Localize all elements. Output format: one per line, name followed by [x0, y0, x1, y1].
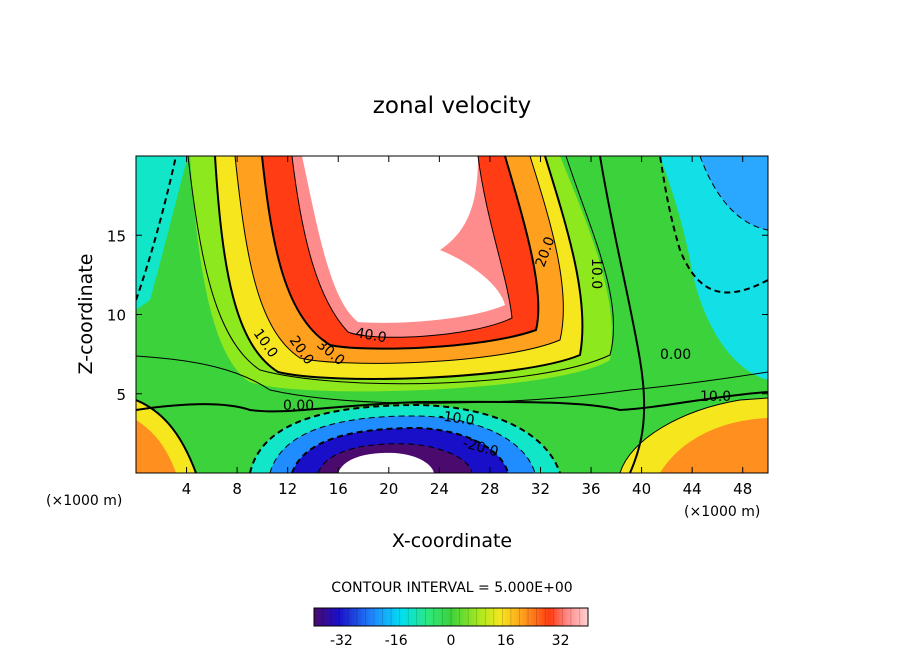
- colorbar-tick-label: 0: [447, 633, 456, 649]
- contour-line: [291, 156, 513, 338]
- x-tick-label: 24: [430, 480, 449, 498]
- colorbar-tick-label: -32: [330, 633, 353, 649]
- contour-line: [269, 415, 536, 473]
- contour-interval-label: CONTOUR INTERVAL = 5.000E+00: [331, 580, 572, 596]
- contour-line: [234, 156, 564, 364]
- colorbar-tick-label: -16: [385, 633, 408, 649]
- x-tick-label: 28: [480, 480, 499, 498]
- contour-line: [619, 397, 768, 473]
- contour-line: [136, 391, 768, 413]
- contour-field: 40.0 30.0 20.0 10.0 20.0 10.0 0.00 0.00 …: [136, 156, 768, 473]
- blue-region-northeast: [700, 156, 768, 230]
- x-tick-label: 32: [531, 480, 550, 498]
- contour-line: [261, 156, 540, 350]
- x-unit-label-right: (×1000 m): [684, 504, 760, 520]
- contour-lines: [136, 156, 768, 473]
- contour-line: [291, 426, 509, 473]
- colorbar: [313, 607, 589, 627]
- contour-label: 10.0: [700, 389, 731, 405]
- jet-core-region: [302, 156, 505, 323]
- x-tick-label: 8: [232, 480, 242, 498]
- orange-region-southwest: [136, 420, 176, 473]
- contour-line: [136, 156, 177, 301]
- contour-line: [136, 399, 197, 473]
- contour-line: [214, 156, 584, 380]
- x-tick-label: 12: [278, 480, 297, 498]
- colorbar-tick-label: 16: [497, 633, 515, 649]
- contour-line: [187, 156, 614, 385]
- y-axis: 5 10 15: [107, 227, 768, 404]
- contour-label: 10.0: [588, 258, 604, 289]
- contour-line: [659, 156, 768, 294]
- contour-label: 0.00: [283, 398, 314, 414]
- contour-label: -10.0: [437, 408, 475, 429]
- x-tick-label: 4: [182, 480, 192, 498]
- x-tick-label: 16: [329, 480, 348, 498]
- contour-line: [317, 443, 473, 473]
- x-axis: 4 8 12 16 20 24 28 32 36 40 44 48: [182, 156, 752, 498]
- colorbar-tick-label: 32: [552, 633, 570, 649]
- y-tick-label: 10: [107, 307, 126, 325]
- contour-line: [136, 355, 768, 404]
- contour-label: 0.00: [660, 347, 691, 363]
- contour-line: [699, 156, 768, 231]
- contour-label: 40.0: [354, 325, 387, 346]
- chart-title: zonal velocity: [373, 93, 531, 119]
- x-tick-label: 48: [733, 480, 752, 498]
- cyan-region-northwest: [136, 156, 188, 310]
- x-axis-label: X-coordinate: [392, 530, 512, 552]
- y-axis-label: Z-coordinate: [75, 254, 97, 375]
- x-tick-label: 20: [379, 480, 398, 498]
- x-tick-label: 44: [683, 480, 702, 498]
- y-tick-label: 5: [116, 386, 126, 404]
- y-tick-label: 15: [107, 227, 126, 245]
- easterly-core-region: [338, 452, 434, 473]
- x-tick-label: 40: [632, 480, 651, 498]
- orange-region-southeast: [660, 418, 768, 473]
- x-unit-label-left: (×1000 m): [46, 493, 122, 509]
- colorbar-ticks: -32 -16 0 16 32: [313, 608, 589, 649]
- x-tick-label: 36: [581, 480, 600, 498]
